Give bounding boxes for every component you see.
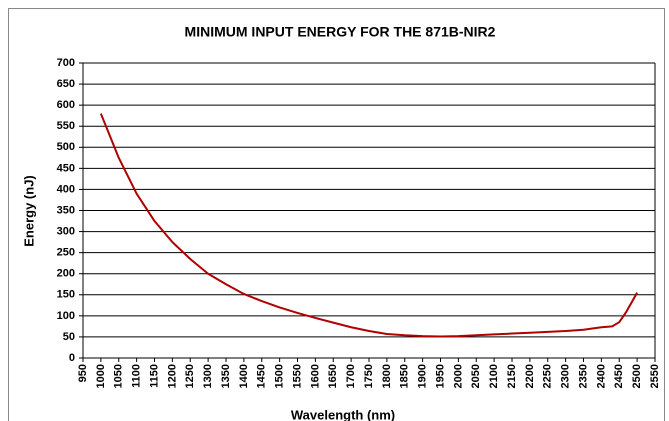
x-tick-label: 2200 [524,364,536,388]
x-tick-label: 1850 [399,364,411,388]
y-tick-label: 200 [57,268,75,280]
y-tick-label: 150 [57,289,75,301]
y-axis-label: Energy (nJ) [21,175,36,247]
x-tick-label: 2300 [560,364,572,388]
x-tick-label: 1450 [256,364,268,388]
y-tick-label: 250 [57,247,75,259]
x-tick-label: 1000 [95,364,107,388]
x-tick-label: 1150 [148,364,160,388]
y-tick-label: 0 [69,352,75,364]
y-tick-label: 300 [57,225,75,237]
x-tick-label: 1200 [166,364,178,388]
y-tick-label: 450 [57,162,75,174]
chart-title: MINIMUM INPUT ENERGY FOR THE 871B-NIR2 [185,24,496,40]
x-tick-label: 2250 [542,364,554,388]
x-tick-label: 1550 [291,364,303,388]
y-tick-label: 700 [57,57,75,69]
data-line [99,113,638,338]
x-tick-label: 1400 [238,364,250,388]
x-tick-label: 2150 [506,364,518,388]
x-tick-label: 1050 [113,364,125,388]
x-tick-label: 1600 [309,364,321,388]
x-tick-label: 1350 [220,364,232,388]
x-tick-label: 1900 [417,364,429,388]
x-tick-label: 2050 [470,364,482,388]
x-axis-label: Wavelength (nm) [291,407,395,421]
x-tick-label: 950 [77,364,89,382]
y-tick-label: 600 [57,99,75,111]
chart-frame [8,8,665,421]
x-tick-label: 2400 [595,364,607,388]
y-tick-label: 650 [57,78,75,90]
x-tick-label: 1250 [184,364,196,388]
y-tick-label: 550 [57,120,75,132]
y-tick-label: 350 [57,204,75,216]
x-tick-label: 2100 [488,364,500,388]
x-tick-label: 2550 [649,364,661,388]
x-tick-label: 2500 [631,364,643,388]
x-tick-label: 1800 [381,364,393,388]
x-tick-label: 2350 [577,364,589,388]
x-tick-label: 1500 [274,364,286,388]
y-tick-label: 500 [57,141,75,153]
x-tick-label: 1100 [131,364,143,388]
x-tick-label: 1750 [363,364,375,388]
y-tick-label: 100 [57,310,75,322]
x-tick-label: 1300 [202,364,214,388]
y-tick-label: 50 [63,331,75,343]
y-tick-label: 400 [57,183,75,195]
x-tick-label: 2000 [452,364,464,388]
x-tick-label: 1950 [434,364,446,388]
x-tick-label: 1700 [345,364,357,388]
x-tick-label: 1650 [327,364,339,388]
x-tick-label: 2450 [613,364,625,388]
